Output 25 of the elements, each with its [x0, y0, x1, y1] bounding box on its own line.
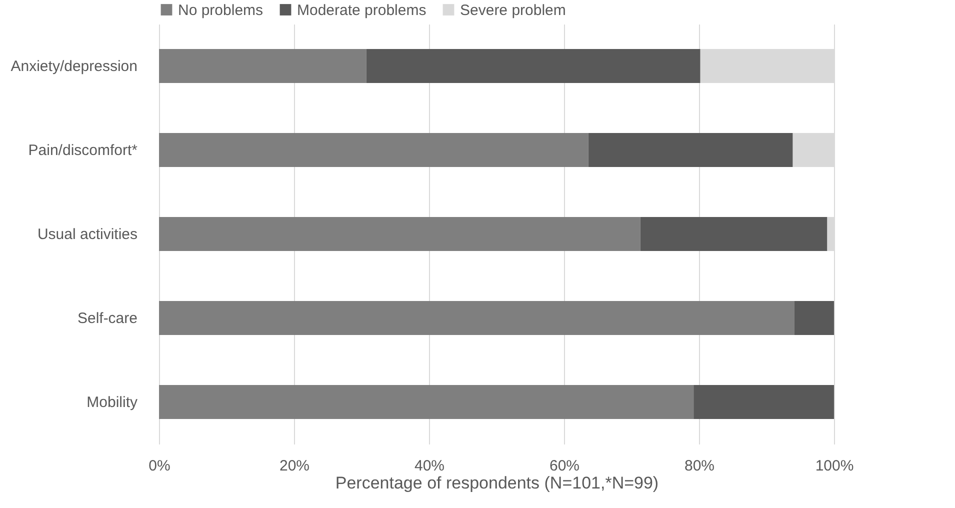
x-tick-label: 100% [815, 458, 854, 474]
bar [159, 217, 640, 251]
x-tick-label: 40% [414, 458, 445, 474]
x-axis-title: Percentage of respondents (N=101,*N=99) [335, 474, 659, 492]
legend-label: Moderate problems [297, 2, 426, 19]
y-tick-label: Self-care [77, 310, 138, 327]
legend-label: No problems [178, 2, 264, 19]
bar [159, 385, 694, 419]
x-tick-label: 0% [148, 458, 170, 474]
y-tick-label: Pain/discomfort* [28, 142, 138, 159]
x-tick-label: 80% [684, 458, 715, 474]
bar [159, 301, 794, 335]
y-tick-label: Usual activities [37, 226, 138, 243]
y-tick-label: Anxiety/depression [10, 58, 138, 75]
bar [694, 385, 834, 419]
bar [366, 49, 700, 83]
legend-label: Severe problem [460, 2, 566, 19]
bar [159, 133, 588, 167]
bar [794, 301, 834, 335]
y-tick-label: Mobility [86, 394, 138, 411]
bar [588, 133, 793, 167]
bar [159, 49, 366, 83]
x-tick-label: 20% [279, 458, 310, 474]
x-tick-label: 60% [549, 458, 580, 474]
bar [640, 217, 828, 251]
